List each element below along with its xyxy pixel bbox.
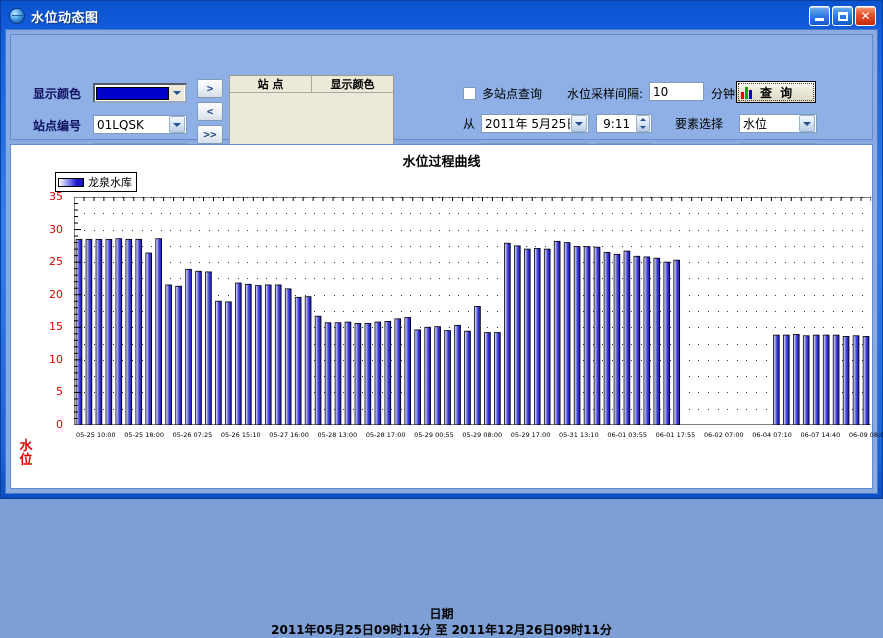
y-tick-label: 15 — [49, 320, 63, 334]
interval-unit-wrap: 分钟 — [711, 85, 735, 102]
minimize-button[interactable] — [809, 6, 830, 26]
multi-station-label: 多站点查询 — [482, 87, 543, 101]
element-value: 水位 — [743, 117, 768, 131]
element-select-label: 要素选择 — [675, 117, 724, 131]
chart-legend: 龙泉水库 — [55, 172, 137, 192]
station-code-select[interactable]: 01LQSK — [93, 115, 187, 134]
x-tick-label: 05-25 10:00 — [76, 431, 116, 439]
from-date-value: 2011年 5月25日 — [485, 117, 570, 131]
y-axis-label: 水位 — [19, 439, 33, 468]
y-tick-label: 10 — [49, 352, 63, 366]
y-tick-label: 5 — [56, 385, 63, 399]
globe-icon — [9, 8, 25, 24]
chevron-down-icon[interactable] — [799, 115, 815, 132]
x-tick-label: 05-26 07:25 — [172, 431, 213, 439]
interval-value: 10 — [653, 84, 669, 99]
column-header-station: 站 点 — [230, 76, 312, 92]
element-select[interactable]: 水位 — [739, 114, 817, 133]
x-tick-label: 06-09 08:00 — [848, 431, 883, 439]
interval-label: 水位采样间隔: — [567, 87, 644, 101]
window-title: 水位动态图 — [31, 10, 99, 26]
y-tick-label: 35 — [49, 190, 63, 203]
y-tick-label: 25 — [49, 255, 63, 269]
multi-station-row[interactable]: 多站点查询 — [463, 85, 542, 102]
legend-label: 龙泉水库 — [88, 176, 132, 189]
maximize-button[interactable] — [832, 6, 853, 26]
display-color-row: 显示颜色 — [33, 85, 81, 102]
x-tick-label: 06-01 03:55 — [607, 431, 648, 439]
from-time-value: 9:11 — [603, 116, 631, 131]
chart-title: 水位过程曲线 — [402, 155, 481, 170]
from-label: 从 — [463, 117, 476, 131]
window-controls: ✕ — [809, 6, 876, 26]
add-all-stations-button[interactable]: >> — [197, 125, 223, 144]
x-axis-range: 2011年05月25日09时11分 至 2011年12月26日09时11分 — [271, 623, 612, 637]
title-bar: 水位动态图 ✕ — [5, 4, 878, 28]
chart-plot-area — [74, 197, 871, 425]
x-tick-label: 05-28 13:00 — [317, 431, 358, 439]
column-header-color: 显示颜色 — [330, 78, 375, 91]
selected-stations-header: 站 点 显示颜色 — [230, 76, 393, 93]
query-form-panel: 显示颜色 站点编号 01LQSK 站点名称 龙泉水库 — [10, 34, 873, 170]
x-tick-label: 06-07 14:40 — [800, 431, 841, 439]
x-tick-label: 05-29 17:00 — [510, 431, 551, 439]
station-code-label: 站点编号 — [33, 119, 82, 133]
x-axis-title: 日期 — [429, 607, 454, 621]
x-tick-label: 05-31 13:10 — [559, 431, 599, 439]
chevron-down-icon[interactable] — [169, 85, 184, 101]
query-button-label: 查 询 — [760, 85, 795, 100]
from-date-picker[interactable]: 2011年 5月25日 — [481, 114, 589, 133]
interval-label-wrap: 水位采样间隔: — [567, 85, 643, 102]
x-tick-label: 06-04 07:10 — [752, 431, 792, 439]
color-swatch — [96, 86, 169, 100]
y-tick-label: 30 — [49, 222, 63, 236]
query-button[interactable]: 查 询 — [736, 81, 816, 103]
add-station-button[interactable]: > — [197, 79, 223, 98]
station-code-value: 01LQSK — [97, 117, 144, 132]
y-tick-label: 0 — [56, 418, 63, 431]
x-tick-label: 05-27 16:00 — [269, 431, 309, 439]
client-area: 显示颜色 站点编号 01LQSK 站点名称 龙泉水库 — [5, 29, 883, 637]
chart-svg — [74, 197, 871, 425]
display-color-combo[interactable] — [93, 83, 187, 103]
display-color-label: 显示颜色 — [33, 87, 82, 101]
x-tick-label: 06-01 17:55 — [655, 431, 696, 439]
x-tick-label: 06-02 07:00 — [703, 431, 744, 439]
chart-panel: 水位过程曲线 龙泉水库 水位 0 5 10 15 20 25 30 35 05-25 10:0… — [10, 144, 883, 637]
close-button[interactable]: ✕ — [855, 6, 876, 26]
x-tick-label: 05-26 15:10 — [220, 431, 261, 439]
x-tick-label: 05-25 18:00 — [124, 431, 164, 439]
remove-station-button[interactable]: < — [197, 102, 223, 121]
x-tick-label: 05-29 00:55 — [414, 431, 454, 439]
from-label-wrap: 从 — [463, 115, 475, 132]
y-tick-label: 20 — [49, 287, 63, 301]
element-label-wrap: 要素选择 — [675, 115, 723, 132]
interval-unit-label: 分钟 — [711, 87, 736, 101]
spinner-arrows-icon[interactable] — [636, 115, 650, 132]
station-code-row: 站点编号 — [33, 117, 81, 134]
x-tick-label: 05-29 08:00 — [462, 431, 503, 439]
x-tick-label: 05-28 17:00 — [365, 431, 406, 439]
multi-station-checkbox[interactable] — [463, 87, 476, 100]
interval-input[interactable]: 10 — [649, 82, 704, 101]
from-time-spinner[interactable]: 9:11 — [596, 114, 652, 133]
legend-swatch — [58, 177, 84, 187]
chevron-down-icon[interactable] — [169, 116, 185, 133]
bar-chart-icon — [741, 86, 756, 99]
chevron-down-icon[interactable] — [571, 115, 587, 132]
